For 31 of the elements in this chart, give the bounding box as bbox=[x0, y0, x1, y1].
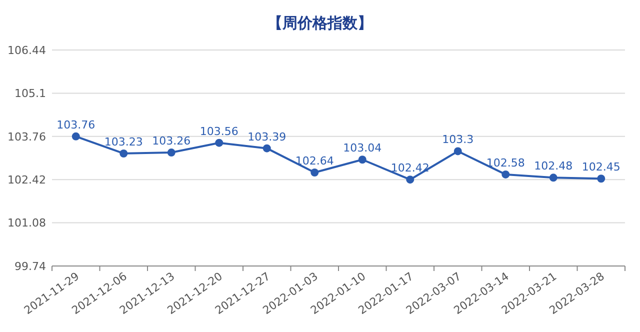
data-label: 102.42 bbox=[390, 162, 430, 175]
point bbox=[262, 144, 271, 152]
point bbox=[597, 174, 606, 183]
point bbox=[120, 149, 128, 158]
data-label: 103.39 bbox=[248, 130, 286, 144]
chart-title: 【周价格指数】 bbox=[268, 14, 372, 32]
y-tick-label: 105.1 bbox=[14, 87, 46, 100]
data-label: 102.58 bbox=[486, 156, 525, 170]
data-label: 102.45 bbox=[582, 160, 620, 174]
point bbox=[406, 176, 414, 184]
y-tick-label: 103.76 bbox=[8, 130, 46, 144]
point bbox=[502, 170, 510, 178]
data-label: 103.04 bbox=[343, 142, 382, 155]
y-tick-label: 99.74 bbox=[14, 260, 46, 273]
point bbox=[215, 138, 224, 147]
data-label: 103.23 bbox=[104, 135, 143, 148]
y-tick-label: 101.08 bbox=[8, 216, 46, 230]
point bbox=[72, 132, 80, 140]
data-label: 102.48 bbox=[534, 160, 573, 173]
y-tick-label: 106.44 bbox=[8, 44, 46, 57]
data-label: 103.26 bbox=[152, 134, 191, 148]
data-label: 103.56 bbox=[200, 124, 238, 138]
point bbox=[358, 156, 366, 164]
point bbox=[454, 147, 462, 156]
point bbox=[310, 168, 319, 177]
point bbox=[549, 174, 558, 182]
data-label: 102.64 bbox=[295, 154, 334, 168]
y-tick-label: 102.42 bbox=[8, 173, 46, 186]
data-label: 103.76 bbox=[56, 118, 96, 132]
point bbox=[167, 148, 176, 157]
data-label: 103.3 bbox=[442, 133, 474, 146]
